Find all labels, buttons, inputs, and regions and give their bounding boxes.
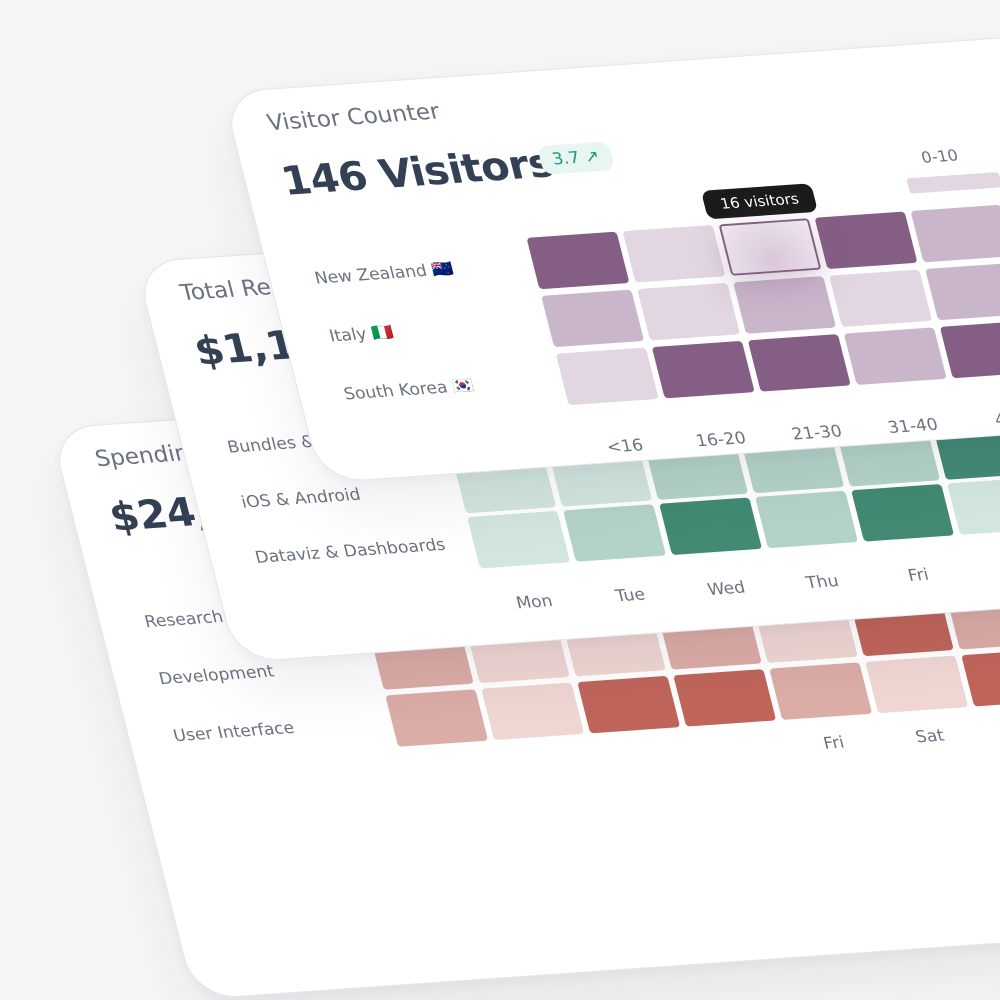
column-label: 41- [992, 409, 1000, 431]
heatmap-cell[interactable] [541, 289, 645, 348]
heatmap-cell[interactable] [733, 276, 837, 334]
column-label: Thu [804, 571, 841, 593]
card-title: Visitor Counter [264, 99, 443, 136]
column-label: Tue [613, 585, 648, 607]
heatmap-cell[interactable] [814, 211, 918, 270]
row-label: User Interface [171, 718, 297, 746]
heatmap-cell[interactable] [563, 504, 667, 562]
heatmap-cell[interactable] [843, 327, 947, 385]
column-label: 21-30 [789, 421, 845, 445]
heatmap-cell[interactable] [673, 669, 777, 727]
heatmap-cell[interactable] [637, 282, 741, 341]
row-label: South Korea 🇰🇷 [341, 376, 477, 405]
heatmap-cell[interactable] [659, 497, 763, 556]
column-label: Fri [905, 565, 931, 586]
heatmap-cell[interactable] [385, 689, 489, 747]
column-label: Fri [821, 733, 847, 754]
row-label: Research [142, 607, 226, 632]
heatmap-cell[interactable] [747, 334, 851, 392]
row-label: iOS & Android [239, 485, 363, 513]
heatmap-cell[interactable] [769, 662, 873, 720]
heatmap-cell[interactable] [947, 477, 1000, 535]
heatmap-cell[interactable] [910, 204, 1000, 263]
column-label: 16-20 [693, 428, 749, 452]
row-label: New Zealand 🇳🇿 [312, 259, 456, 289]
heatmap-cell[interactable] [526, 231, 630, 290]
column-label: Sat [967, 556, 1000, 581]
heatmap-cell[interactable] [577, 675, 681, 734]
heatmap-cell[interactable] [939, 320, 1000, 379]
visitor-count: 146 Visitors [276, 139, 558, 205]
heatmap-cell[interactable] [851, 484, 955, 542]
heatmap-cell[interactable] [961, 648, 1000, 707]
column-label: Mon [514, 591, 555, 614]
column-label: Sat [913, 726, 947, 748]
heatmap-cell[interactable] [829, 269, 933, 328]
heatmap-cell[interactable] [467, 510, 571, 569]
legend-label: 0-10 [919, 146, 961, 167]
legend-swatch [906, 172, 1000, 194]
heatmap-cell[interactable] [555, 347, 659, 406]
cell-tooltip: 16 visitors [700, 183, 819, 220]
visitor-heatmap [223, 16, 1000, 93]
heatmap-cell[interactable] [481, 682, 585, 741]
column-label: <16 [604, 435, 646, 458]
heatmap-cell-highlighted[interactable] [718, 218, 822, 276]
column-label: 31-40 [885, 415, 941, 438]
column-label: Wed [705, 578, 748, 600]
row-label: Dataviz & Dashboards [253, 535, 448, 568]
trend-badge: 3.7 ↗ [536, 141, 615, 175]
heatmap-cell[interactable] [622, 224, 726, 283]
visitor-counter-card: Visitor Counter 146 Visitors 3.7 ↗ 0-10 … [222, 14, 1000, 484]
row-label: Development [156, 661, 277, 689]
heatmap-cell[interactable] [865, 655, 969, 714]
heatmap-cell[interactable] [925, 262, 1000, 321]
row-label: Italy 🇮🇹 [327, 322, 396, 347]
heatmap-cell[interactable] [755, 490, 859, 549]
heatmap-cell[interactable] [651, 340, 755, 399]
